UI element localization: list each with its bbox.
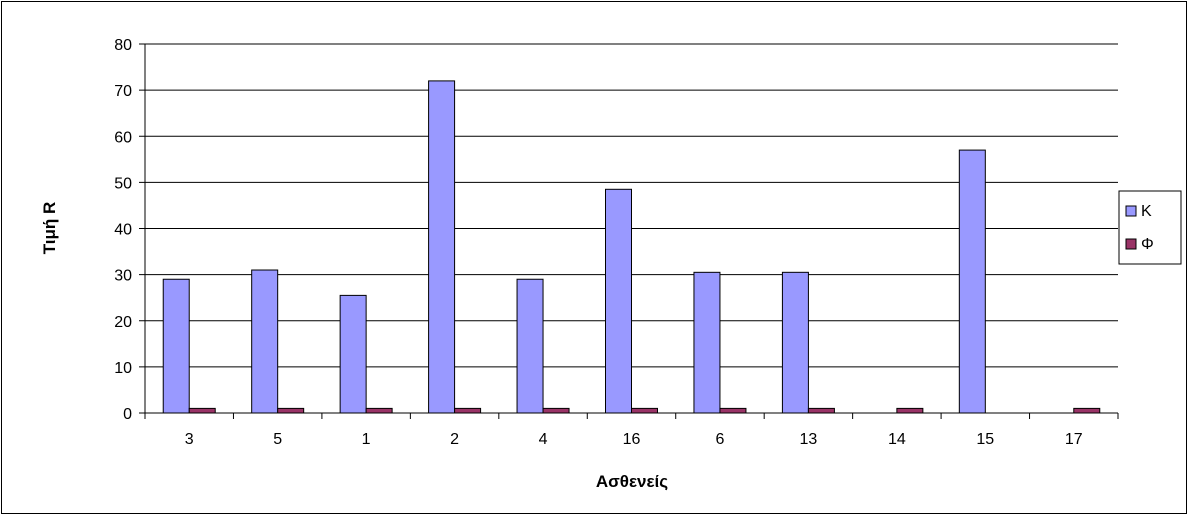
bar-f-1 — [365, 407, 393, 414]
y-tick-label: 30 — [114, 268, 132, 285]
bar-f-4 — [542, 407, 570, 414]
y-axis-title: Τιμή R — [40, 202, 59, 255]
legend-box — [1118, 190, 1182, 265]
y-tick-label: 50 — [114, 175, 132, 192]
bar-k-1 — [339, 294, 367, 414]
bar-k-4 — [516, 278, 544, 414]
bar-k-3 — [162, 278, 190, 414]
bar-f-6 — [719, 407, 747, 414]
bar-f-5 — [277, 407, 305, 414]
y-tick-label: 20 — [114, 314, 132, 331]
y-tick-label: 40 — [114, 222, 132, 239]
bars — [162, 80, 1101, 414]
gridlines — [145, 43, 1118, 368]
x-tick-label: 15 — [976, 431, 994, 448]
bar-f-17 — [1073, 407, 1101, 414]
y-tick-label: 0 — [123, 406, 132, 423]
bar-k-2 — [428, 80, 456, 414]
x-tick-label: 6 — [716, 431, 725, 448]
bar-k-16 — [605, 188, 632, 414]
bar-f-14 — [896, 407, 924, 414]
y-tick-labels: 0 10 20 30 40 50 60 70 80 — [114, 37, 132, 423]
x-tick-labels: 3 5 1 2 4 16 6 13 14 15 17 — [185, 431, 1083, 448]
x-tick-label: 14 — [888, 431, 906, 448]
x-tick-label: 13 — [800, 431, 818, 448]
bar-k-13 — [781, 271, 809, 414]
legend-label-f: Φ — [1141, 236, 1154, 253]
bar-f-3 — [188, 407, 216, 414]
bar-f-2 — [454, 407, 482, 414]
legend-swatch-f — [1125, 238, 1137, 250]
bar-k-5 — [251, 269, 279, 414]
legend-swatch-k — [1125, 205, 1137, 217]
x-tick-label: 3 — [185, 431, 194, 448]
x-axis-title: Ασθενείς — [596, 472, 668, 491]
x-tick-label: 1 — [362, 431, 371, 448]
legend-label-k: Κ — [1141, 203, 1152, 220]
x-tick-label: 16 — [623, 431, 641, 448]
bar-k-15 — [958, 149, 986, 414]
y-tick-label: 70 — [114, 83, 132, 100]
legend: Κ Φ — [1118, 190, 1182, 265]
x-tick-label: 4 — [539, 431, 548, 448]
y-tick-label: 60 — [114, 129, 132, 146]
axes — [139, 43, 1119, 419]
x-tick-label: 17 — [1065, 431, 1083, 448]
bar-f-16 — [631, 407, 658, 414]
y-tick-label: 10 — [114, 360, 132, 377]
x-tick-label: 5 — [273, 431, 282, 448]
x-tick-label: 2 — [450, 431, 459, 448]
bar-k-6 — [693, 271, 721, 414]
bar-f-13 — [807, 407, 835, 414]
y-tick-label: 80 — [114, 37, 132, 54]
